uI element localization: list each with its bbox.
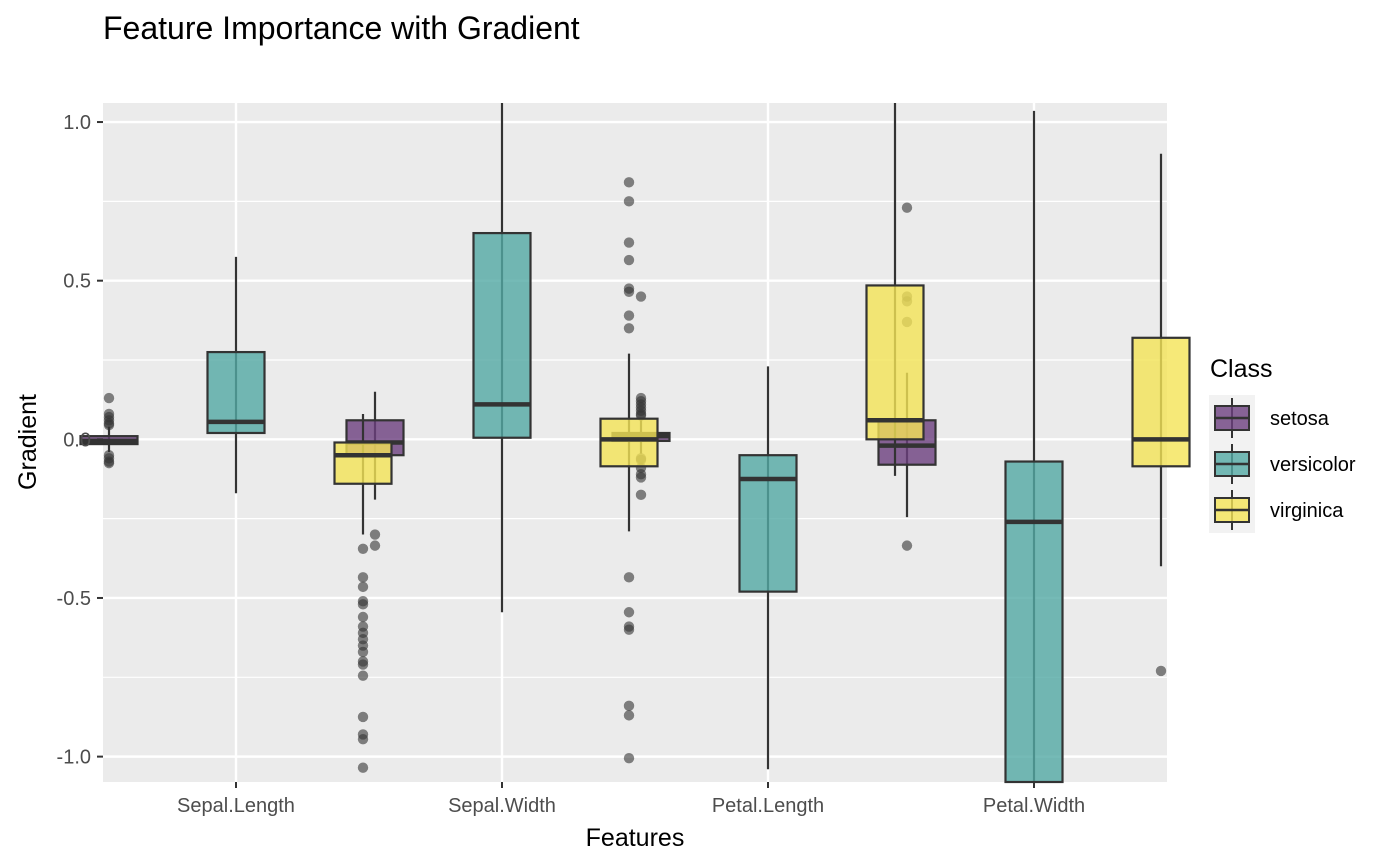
y-axis-title: Gradient [14, 394, 42, 490]
outlier-point [623, 177, 635, 188]
outlier-point [357, 599, 369, 610]
outlier-point [357, 581, 369, 593]
box-versicolor-Petal.Length [738, 366, 798, 770]
outlier-point [369, 540, 381, 551]
outlier-point [901, 202, 913, 213]
legend-label: setosa [1270, 408, 1330, 430]
box-virginica-Petal.Length [865, 103, 925, 476]
x-tick-label: Sepal.Width [448, 795, 556, 817]
outlier-point [623, 624, 635, 635]
box-body [1004, 460, 1064, 784]
x-axis-title: Features [586, 824, 685, 852]
legend-label: versicolor [1270, 454, 1356, 476]
legend: Class setosa versicolor virginica [1209, 355, 1356, 533]
outlier-point [357, 733, 369, 745]
box-body [206, 350, 266, 435]
outlier-point [357, 543, 369, 554]
chart-title: Feature Importance with Gradient [103, 10, 580, 46]
outlier-point [103, 392, 115, 404]
legend-title: Class [1210, 355, 1273, 383]
box-body [865, 284, 925, 441]
legend-item-versicolor: versicolor [1209, 441, 1356, 487]
outlier-point [623, 254, 635, 266]
outlier-point [623, 710, 635, 721]
minor-gridlines [103, 200, 1167, 678]
outlier-point [623, 286, 635, 297]
outlier-point [357, 646, 369, 658]
outlier-point [623, 607, 635, 618]
outlier-point [357, 762, 369, 773]
boxes-layer [79, 103, 1191, 784]
legend-item-setosa: setosa [1209, 395, 1330, 441]
outlier-point [357, 572, 369, 583]
outlier-point [623, 753, 635, 764]
box-versicolor-Sepal.Width [472, 103, 532, 613]
y-tick-label: 0.0 [63, 429, 91, 451]
outlier-point [357, 611, 369, 623]
outlier-point [357, 711, 369, 723]
box-body [1131, 336, 1191, 468]
box-virginica-Sepal.Width [599, 177, 659, 764]
outlier-point [635, 489, 647, 501]
box-virginica-Sepal.Length [333, 413, 393, 773]
outlier-point [103, 457, 115, 469]
x-tick-label: Sepal.Length [177, 795, 295, 817]
x-tick-label: Petal.Length [712, 795, 824, 817]
box-virginica-Petal.Width [1131, 153, 1191, 677]
outlier-point [623, 323, 635, 334]
x-tick-label: Petal.Width [983, 795, 1085, 817]
y-tick-label: 0.5 [63, 271, 91, 293]
outlier-point [623, 237, 635, 248]
box-body [599, 417, 659, 468]
box-setosa-Sepal.Length [79, 392, 139, 469]
outlier-point [623, 196, 635, 207]
outlier-point [623, 700, 635, 712]
outlier-point [357, 659, 369, 670]
outlier-point [623, 310, 635, 321]
box-versicolor-Sepal.Length [206, 256, 266, 494]
outlier-point [901, 540, 913, 551]
box-body [738, 454, 798, 593]
outlier-point [369, 529, 381, 540]
y-tick-label: 1.0 [63, 112, 91, 134]
box-body [472, 231, 532, 439]
x-axis: Sepal.Length Sepal.Width Petal.Length Petal… [177, 782, 1085, 817]
box-body [333, 441, 393, 485]
y-tick-label: -1.0 [57, 747, 91, 769]
legend-item-virginica: virginica [1209, 487, 1344, 533]
y-tick-label: -0.5 [57, 588, 91, 610]
outlier-point [1155, 665, 1167, 677]
outlier-point [623, 572, 635, 583]
y-axis: 1.0 0.5 0.0 -0.5 -1.0 [57, 112, 103, 769]
legend-label: virginica [1270, 500, 1344, 522]
outlier-point [635, 472, 647, 483]
outlier-point [635, 291, 647, 302]
outlier-point [357, 670, 369, 681]
outlier-point [103, 419, 115, 431]
